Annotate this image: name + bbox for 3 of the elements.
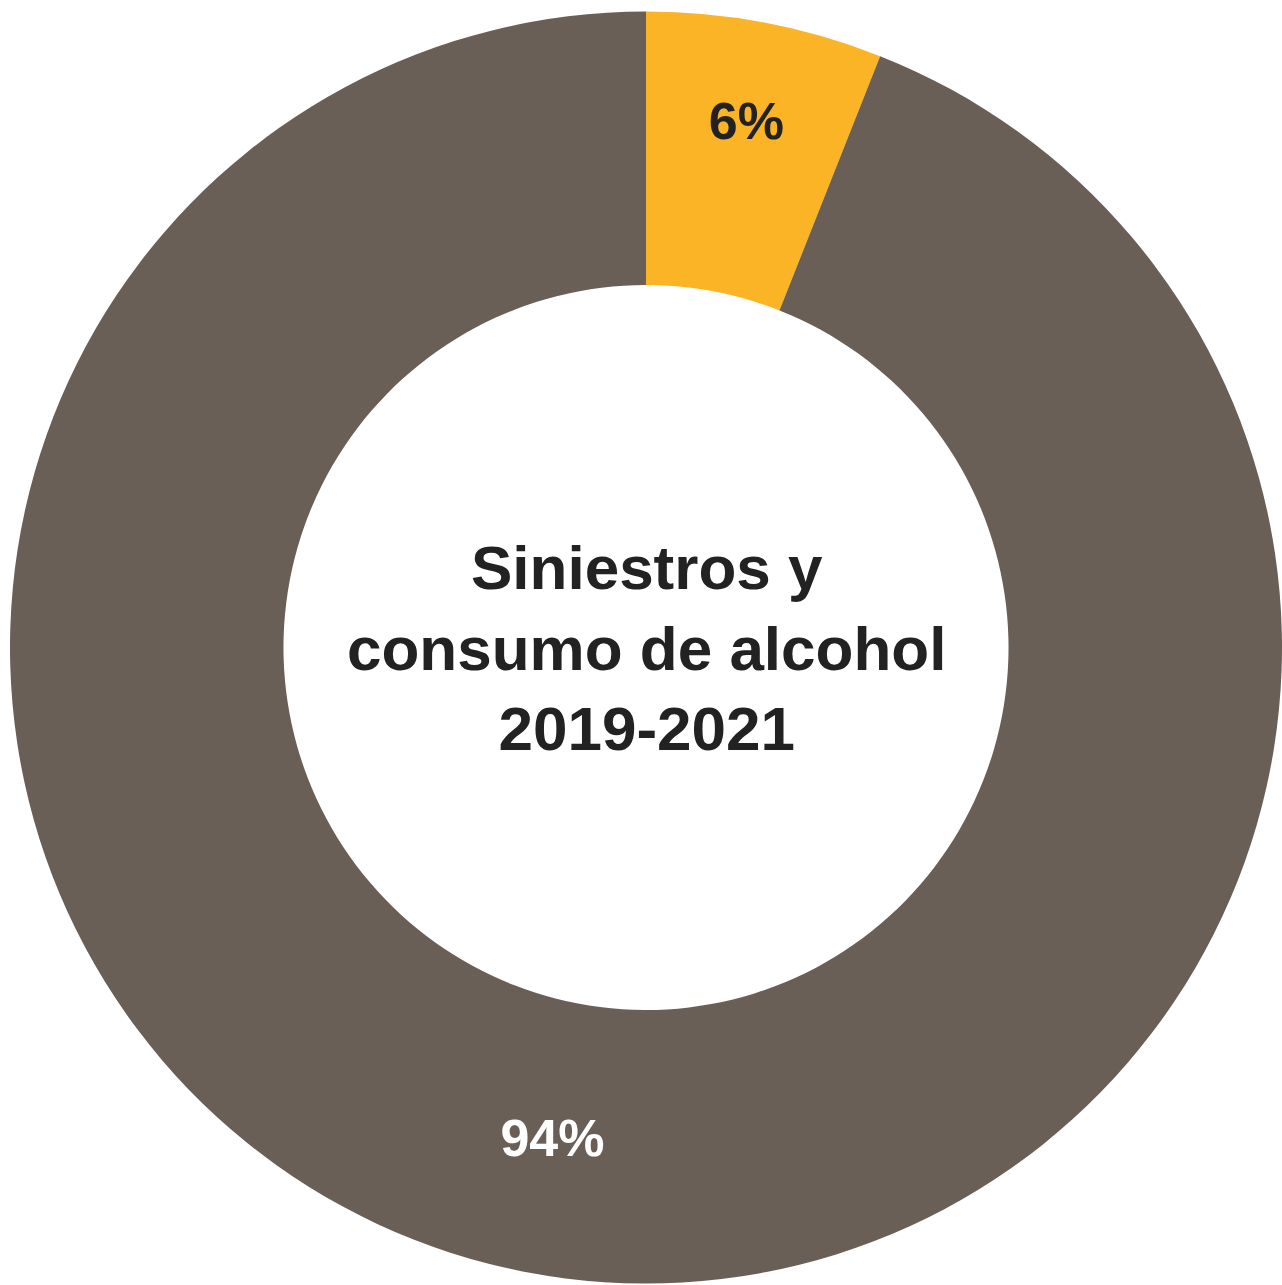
data-label: 94%: [500, 1108, 605, 1167]
text: Siniestros y consumo de alcohol 2019-2021: [347, 533, 947, 764]
data-label: 6%: [708, 92, 784, 151]
